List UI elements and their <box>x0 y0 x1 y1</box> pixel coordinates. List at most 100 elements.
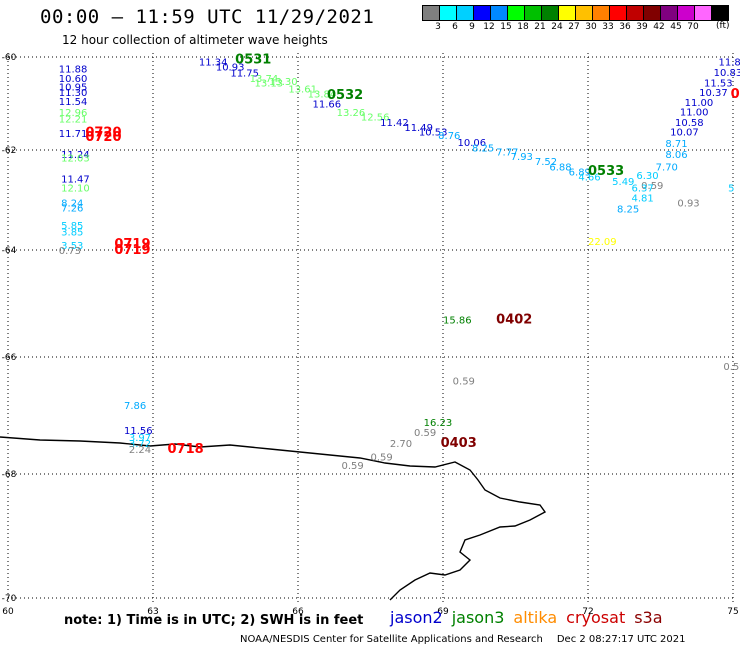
pass-time-label: 0403 <box>441 436 477 451</box>
color-scale-label: 30 <box>585 22 597 32</box>
satellite-legend: jason2 jason3 altika cryosat s3a <box>390 608 672 627</box>
color-scale-label: 3 <box>435 22 441 32</box>
wave-height-value: 11.34 <box>199 58 228 69</box>
page-title: 00:00 – 11:59 UTC 11/29/2021 <box>40 6 375 28</box>
wave-height-value: 10.60 <box>59 74 88 85</box>
wave-height-value: 6.89 <box>569 168 591 179</box>
wave-height-value: 7.86 <box>124 401 146 412</box>
wave-height-value: 8.06 <box>665 150 687 161</box>
wave-height-value: 13.84 <box>308 89 337 100</box>
wave-height-value: 7.70 <box>656 163 678 174</box>
wave-height-value: 11.49 <box>404 123 433 134</box>
wave-height-value: 10.58 <box>675 118 704 129</box>
wave-height-value: 10.95 <box>59 82 88 93</box>
pass-time-label: 0719 <box>114 237 150 252</box>
wave-height-value: 22.09 <box>588 237 617 248</box>
wave-height-value: 4.81 <box>632 194 654 205</box>
wave-height-value: 7.77 <box>496 148 518 159</box>
color-scale-label: 70 <box>687 22 699 32</box>
satellite-jason3: jason3 <box>451 608 505 627</box>
wave-height-value: 0.59 <box>723 362 740 373</box>
wave-height-value: 5.49 <box>612 177 634 188</box>
pass-time-label: 0720 <box>85 125 121 140</box>
wave-height-value: 13.74 <box>250 74 279 85</box>
wave-height-value: 6.30 <box>636 171 658 182</box>
color-scale-label: 9 <box>469 22 475 32</box>
color-scale-label: 6 <box>452 22 458 32</box>
wave-height-value: 0.59 <box>342 461 364 472</box>
wave-height-value: 5.85 <box>61 221 83 232</box>
color-scale-label: 39 <box>636 22 648 32</box>
wave-height-value: 10.37 <box>699 88 728 99</box>
wave-height-value: 11.53 <box>704 79 733 90</box>
wave-height-value: 11.8 <box>719 58 740 69</box>
pass-time-label: 0533 <box>588 164 624 179</box>
wave-height-value: 10.07 <box>670 127 699 138</box>
wave-height-value: 12.03 <box>61 154 90 165</box>
wave-height-value: 11.75 <box>230 68 259 79</box>
wave-height-value: 2.24 <box>129 445 151 456</box>
wave-height-value: 0.59 <box>453 376 475 387</box>
wave-height-value: 12.10 <box>61 184 90 195</box>
color-scale-label: 27 <box>568 22 580 32</box>
wave-height-value: 8.71 <box>665 139 687 150</box>
wave-height-value: 10.93 <box>216 62 245 73</box>
lat-tick-label: -68 <box>2 470 17 480</box>
wave-height-value: 11.00 <box>680 107 709 118</box>
color-scale-label: 24 <box>551 22 563 32</box>
wave-height-value: 11.56 <box>124 426 153 437</box>
lon-tick-label: 69 <box>437 607 449 617</box>
pass-time-label: 0402 <box>496 313 532 328</box>
pass-time-label: 0719 <box>114 243 150 258</box>
color-scale-label: 12 <box>483 22 495 32</box>
generated-timestamp: Dec 2 08:27:17 UTC 2021 <box>556 634 686 645</box>
lat-tick-label: -66 <box>2 353 17 363</box>
footnote: note: 1) Time is in UTC; 2) SWH is in fe… <box>64 613 364 628</box>
color-scale-unit: (ft) <box>716 21 730 31</box>
pass-time-label: 0532 <box>327 88 363 103</box>
wave-height-value: 10.53 <box>419 127 448 138</box>
wave-height-value: 11.54 <box>59 97 88 108</box>
satellite-altika: altika <box>513 608 558 627</box>
wave-height-value: 7.93 <box>511 152 533 163</box>
wave-height-value: 10.83 <box>714 68 740 79</box>
lon-tick-label: 60 <box>2 607 14 617</box>
color-scale-label: 21 <box>534 22 546 32</box>
lon-tick-label: 75 <box>727 607 738 617</box>
color-scale-label: 33 <box>602 22 614 32</box>
wave-height-value: 3.85 <box>61 228 83 239</box>
wave-height-value: 11.66 <box>313 100 342 111</box>
satellite-cryosat: cryosat <box>566 608 626 627</box>
wave-height-value: 6.37 <box>632 184 654 195</box>
pass-time-label: 0720 <box>85 130 121 145</box>
wave-height-value: 0.93 <box>677 199 699 210</box>
wave-height-value: 16.23 <box>424 418 453 429</box>
lat-tick-label: -60 <box>2 53 17 63</box>
wave-height-value: 8.25 <box>617 205 639 216</box>
pass-time-label: 0 <box>731 87 740 102</box>
color-scale-labels: 3 6 9 12 15 18 21 24 27 30 33 36 39 42 45 70 <box>422 22 740 34</box>
coastline-path <box>0 436 547 601</box>
wave-height-value: 7.52 <box>535 157 557 168</box>
wave-height-value: 4.66 <box>578 173 600 184</box>
antarctic-coastline <box>0 436 547 601</box>
lon-tick-label: 66 <box>292 607 304 617</box>
map-gridlines <box>7 53 734 602</box>
wave-height-value: 8.25 <box>472 144 494 155</box>
color-scale-label: 45 <box>670 22 682 32</box>
lat-tick-label: -70 <box>2 594 17 604</box>
wave-height-value: 2.70 <box>390 439 412 450</box>
wave-height-value: 15.86 <box>443 316 472 327</box>
wave-height-value: 13.26 <box>337 108 366 119</box>
wave-height-value: 13.13 <box>255 79 284 90</box>
wave-height-value: 11.71 <box>59 129 88 140</box>
pass-time-label: 0718 <box>168 442 204 457</box>
color-swatch <box>711 5 729 21</box>
wave-height-value: 8.24 <box>61 199 83 210</box>
satellite-s3a: s3a <box>634 608 663 627</box>
wave-height-color-scale <box>422 5 729 21</box>
wave-height-value: 0.59 <box>641 181 663 192</box>
wave-height-value: 11.30 <box>59 88 88 99</box>
